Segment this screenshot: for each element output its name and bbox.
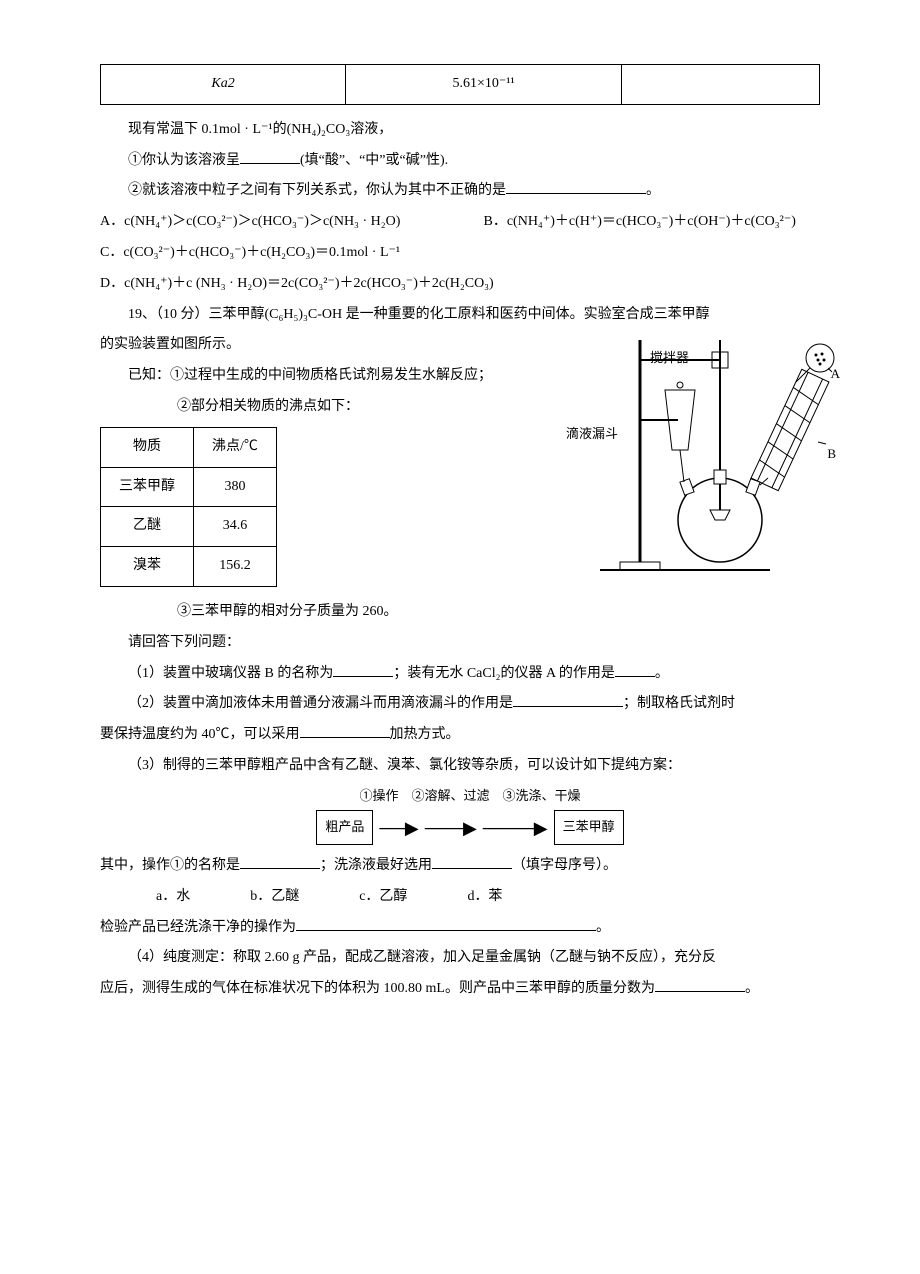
blank-p1-1[interactable]	[333, 662, 393, 677]
part-1: （1）装置中玻璃仪器 B 的名称为 ；装有无水 CaCl₂的仪器 A 的作用是 。	[100, 659, 840, 690]
part-4b: 应后，测得生成的气体在标准状况下的体积为 100.80 mL。则产品中三苯甲醇的…	[100, 974, 840, 1005]
p3-check-end: 。	[596, 920, 610, 935]
option-c: C．c(CO₃²⁻)＋c(HCO₃⁻)＋c(H₂CO₃)＝0.1mol · L⁻…	[100, 238, 840, 269]
bp-r1c2: 380	[194, 467, 277, 507]
part-3: （3）制得的三苯甲醇粗产品中含有乙醚、溴苯、氯化铵等杂质，可以设计如下提纯方案：	[100, 751, 840, 782]
bp-r1c1: 三苯甲醇	[101, 467, 194, 507]
label-stirrer: 搅拌器	[650, 344, 689, 373]
ka2-label: Ka2	[211, 76, 234, 91]
known-2: ②部分相关物质的沸点如下：	[177, 392, 550, 423]
bp-r3c1: 溴苯	[101, 547, 194, 587]
intro-text: 现有常温下 0.1mol · L⁻¹的(NH₄)₂CO₃溶液，	[100, 115, 840, 146]
p1-a: （1）装置中玻璃仪器 B 的名称为	[128, 666, 333, 681]
apparatus-svg	[570, 330, 840, 580]
p1-b: ；装有无水 CaCl₂的仪器 A 的作用是	[393, 666, 615, 681]
flow-box-product: 三苯甲醇	[554, 810, 624, 845]
p4-c: 。	[745, 981, 759, 996]
part-3-after: 其中，操作①的名称是 ；洗涤液最好选用 （填字母序号）。	[100, 851, 840, 882]
option-d: D．c(NH₄⁺)＋c (NH₃ · H₂O)＝2c(CO₃²⁻)＋2c(HCO…	[100, 269, 840, 300]
known-3: ③三苯甲醇的相对分子质量为 260。	[177, 597, 840, 628]
option-a: A．c(NH₄⁺)＞c(CO₃²⁻)＞c(HCO₃⁻)＞c(NH₃ · H₂O)	[100, 207, 480, 238]
sub-q1: ①你认为该溶液呈 (填“酸”、“中”或“碱”性).	[100, 146, 840, 177]
label-b: B	[827, 440, 836, 469]
arrow-3-icon: ────▶	[483, 819, 548, 837]
p3-after-a: 其中，操作①的名称是	[100, 858, 240, 873]
blank-p2-2[interactable]	[300, 723, 390, 738]
part-2: （2）装置中滴加液体未用普通分液漏斗而用滴液漏斗的作用是 ；制取格氏试剂时	[100, 689, 840, 720]
p3-check: 检验产品已经洗涤干净的操作为	[100, 920, 296, 935]
q19-line1: 19、（10 分）三苯甲醇(C₆H₅)₃C-OH 是一种重要的化工原料和医药中间…	[100, 300, 840, 331]
blank-p3-1[interactable]	[240, 854, 320, 869]
wash-d: d．苯	[467, 882, 502, 913]
option-row-ab: A．c(NH₄⁺)＞c(CO₃²⁻)＞c(HCO₃⁻)＞c(NH₃ · H₂O)…	[100, 207, 840, 238]
apparatus-diagram: 搅拌器 A 滴液漏斗 B	[570, 330, 840, 593]
bp-r2c1: 乙醚	[101, 507, 194, 547]
wash-c: c．乙醇	[359, 882, 407, 913]
q2-text: ②就该溶液中粒子之间有下列关系式，你认为其中不正确的是	[128, 183, 506, 198]
ka2-value: 5.61×10⁻¹¹	[452, 76, 514, 91]
bp-r2c2: 34.6	[194, 507, 277, 547]
known-1: 已知：①过程中生成的中间物质格氏试剂易发生水解反应；	[100, 361, 550, 392]
label-a: A	[831, 360, 840, 389]
flow-steps-label: ①操作 ②溶解、过滤 ③洗涤、干燥	[100, 782, 840, 811]
part-2b: 要保持温度约为 40℃，可以采用 加热方式。	[100, 720, 840, 751]
arrow-2-icon: ───▶	[425, 819, 477, 837]
p4-b: 应后，测得生成的气体在标准状况下的体积为 100.80 mL。则产品中三苯甲醇的…	[100, 981, 655, 996]
p2-d: 加热方式。	[390, 727, 460, 742]
bp-r3c2: 156.2	[194, 547, 277, 587]
blank-p3-2[interactable]	[432, 854, 512, 869]
p3-after-c: （填字母序号）。	[512, 858, 617, 873]
blank-q1[interactable]	[240, 149, 300, 164]
q19-line2: 的实验装置如图所示。	[100, 330, 550, 361]
p2-b: ；制取格氏试剂时	[623, 696, 735, 711]
p3-after-b: ；洗涤液最好选用	[320, 858, 432, 873]
blank-p4[interactable]	[655, 977, 745, 992]
blank-p1-2[interactable]	[615, 662, 655, 677]
label-funnel: 滴液漏斗	[566, 420, 618, 449]
option-b: B．c(NH₄⁺)＋c(H⁺)＝c(HCO₃⁻)＋c(OH⁻)＋c(CO₃²⁻)	[484, 214, 796, 229]
blank-q2[interactable]	[506, 179, 646, 194]
blank-p3-check[interactable]	[296, 916, 596, 931]
flow-diagram: 粗产品 ──▶ ───▶ ────▶ 三苯甲醇	[100, 810, 840, 845]
bp-h1: 物质	[101, 427, 194, 467]
q1-suffix: (填“酸”、“中”或“碱”性).	[300, 153, 448, 168]
ka2-table: Ka2 5.61×10⁻¹¹	[100, 64, 820, 105]
boiling-point-table: 物质 沸点/℃ 三苯甲醇 380 乙醚 34.6 溴苯 156.2	[100, 427, 277, 587]
wash-options: a．水 b．乙醚 c．乙醇 d．苯	[156, 882, 840, 913]
answer-prompt: 请回答下列问题：	[100, 628, 840, 659]
part-3-check: 检验产品已经洗涤干净的操作为 。	[100, 913, 840, 944]
wash-b: b．乙醚	[250, 882, 299, 913]
q2-end: 。	[646, 183, 660, 198]
sub-q2: ②就该溶液中粒子之间有下列关系式，你认为其中不正确的是 。	[100, 176, 840, 207]
q1-prefix: ①你认为该溶液呈	[128, 153, 240, 168]
bp-h2: 沸点/℃	[194, 427, 277, 467]
part-4a: （4）纯度测定：称取 2.60 g 产品，配成乙醚溶液，加入足量金属钠（乙醚与钠…	[100, 943, 840, 974]
flow-box-raw: 粗产品	[316, 810, 373, 845]
arrow-1-icon: ──▶	[379, 819, 418, 837]
wash-a: a．水	[156, 882, 190, 913]
p1-c: 。	[655, 666, 669, 681]
p2-a: （2）装置中滴加液体未用普通分液漏斗而用滴液漏斗的作用是	[128, 696, 513, 711]
blank-p2-1[interactable]	[513, 692, 623, 707]
p2-c: 要保持温度约为 40℃，可以采用	[100, 727, 300, 742]
